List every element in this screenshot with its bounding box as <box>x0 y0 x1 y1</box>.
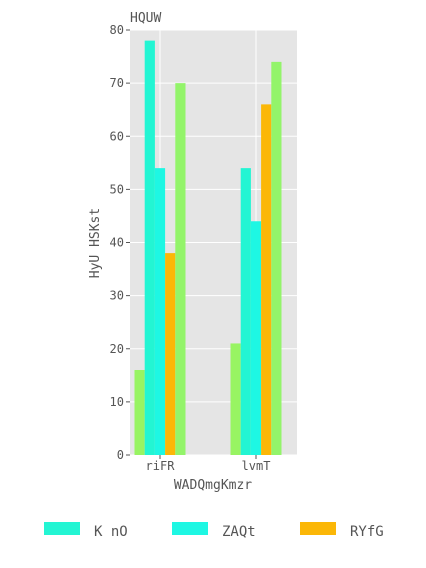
bar-series-2-riFR <box>154 168 166 455</box>
legend-swatch-1 <box>44 522 80 535</box>
bar-series-0-lvmT <box>230 343 241 455</box>
y-tick-label-0: 0 <box>117 448 124 462</box>
bars <box>134 40 282 455</box>
legend-swatch-2 <box>172 522 208 535</box>
legend-swatch-3 <box>300 522 336 535</box>
y-tick-label-10: 10 <box>110 395 124 409</box>
bar-series-1-riFR <box>144 40 155 455</box>
x-axis-ticks: riFR lvmT <box>146 455 271 473</box>
y-tick-label-60: 60 <box>110 129 124 143</box>
y-tick-label-50: 50 <box>110 182 124 196</box>
y-tick-label-70: 70 <box>110 76 124 90</box>
bar-series-0-riFR <box>134 370 145 455</box>
bar-series-3-lvmT <box>261 104 272 455</box>
x-tick-label-lvmT: lvmT <box>242 459 271 473</box>
bar-series-4-riFR <box>175 83 186 455</box>
bar-series-4-lvmT <box>271 61 282 455</box>
legend-label-1: K nO <box>94 524 128 540</box>
chart-title: HQUW <box>130 11 161 26</box>
y-tick-label-80: 80 <box>110 23 124 37</box>
bar-series-2-lvmT <box>250 221 262 455</box>
y-tick-label-30: 30 <box>110 289 124 303</box>
y-axis-label: HyU HSKst <box>88 208 103 278</box>
legend-label-2: ZAQt <box>222 524 256 540</box>
bar-series-1-lvmT <box>240 168 251 455</box>
bar-series-3-riFR <box>165 253 176 455</box>
x-tick-label-riFR: riFR <box>146 459 176 473</box>
y-axis-ticks: 0 10 20 30 40 50 60 70 80 <box>110 23 130 462</box>
y-tick-label-20: 20 <box>110 342 124 356</box>
x-axis-label: WADQmgKmzr <box>174 478 252 493</box>
y-tick-label-40: 40 <box>110 236 124 250</box>
legend-label-3: RYfG <box>350 524 384 540</box>
